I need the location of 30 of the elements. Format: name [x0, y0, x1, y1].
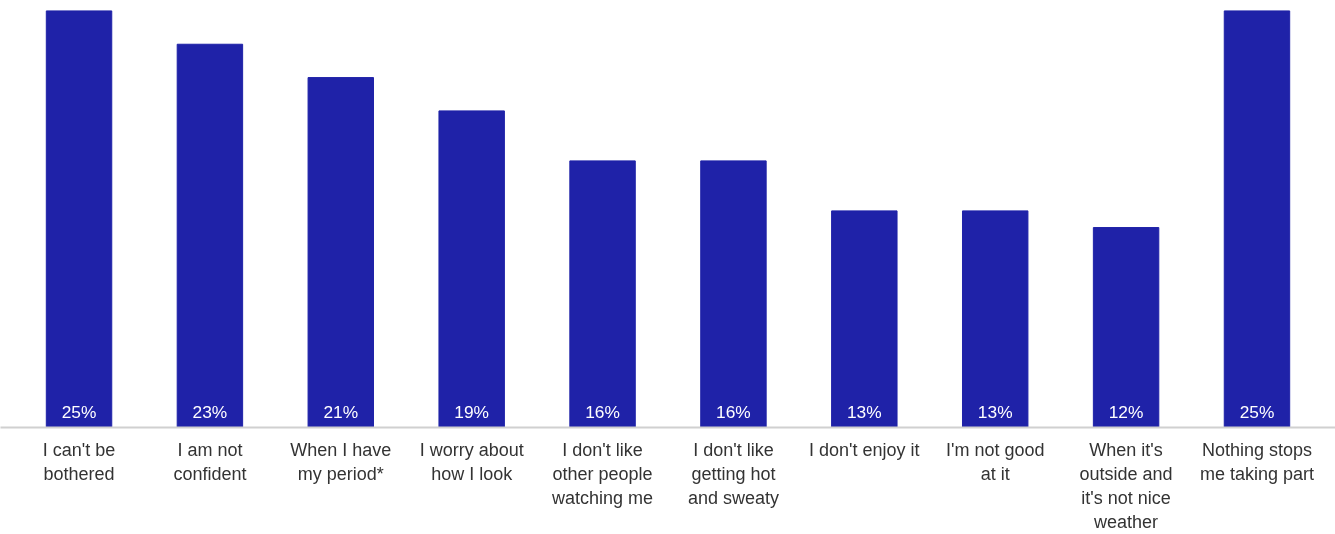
bar	[961, 210, 1029, 428]
x-tick-label: I can't be bothered	[42, 439, 116, 484]
bar	[307, 77, 375, 428]
bar	[176, 43, 244, 428]
data-label: 19%	[454, 401, 490, 422]
x-tick-label: I'm not good at it	[945, 439, 1045, 484]
data-label: 25%	[61, 401, 97, 422]
bar	[831, 210, 898, 428]
bar	[45, 10, 113, 428]
data-label: 16%	[716, 401, 751, 422]
x-tick-label: I don't like getting hot and sweaty	[687, 439, 779, 508]
bar	[1092, 227, 1160, 428]
data-label: 21%	[323, 401, 359, 422]
x-tick-label: I worry about how I look	[419, 439, 524, 484]
x-tick-label: When it's outside and it's not nice weather	[1079, 439, 1173, 532]
x-tick-label: Nothing stops me taking part	[1199, 439, 1315, 484]
data-label: 16%	[585, 401, 620, 422]
data-label: 25%	[1239, 401, 1275, 422]
bar	[438, 110, 505, 428]
data-label: 23%	[192, 401, 228, 422]
bar	[1223, 10, 1291, 428]
data-label: 13%	[846, 401, 882, 422]
x-tick-label: I don't enjoy it	[809, 439, 920, 460]
bar	[569, 160, 636, 428]
x-tick-label: I am not confident	[173, 439, 247, 484]
data-label: 13%	[977, 401, 1013, 422]
bar	[700, 160, 767, 428]
x-tick-label: I don't like other people watching me	[551, 439, 654, 508]
x-tick-label: When I have my period*	[290, 439, 392, 484]
data-label: 12%	[1108, 401, 1144, 422]
